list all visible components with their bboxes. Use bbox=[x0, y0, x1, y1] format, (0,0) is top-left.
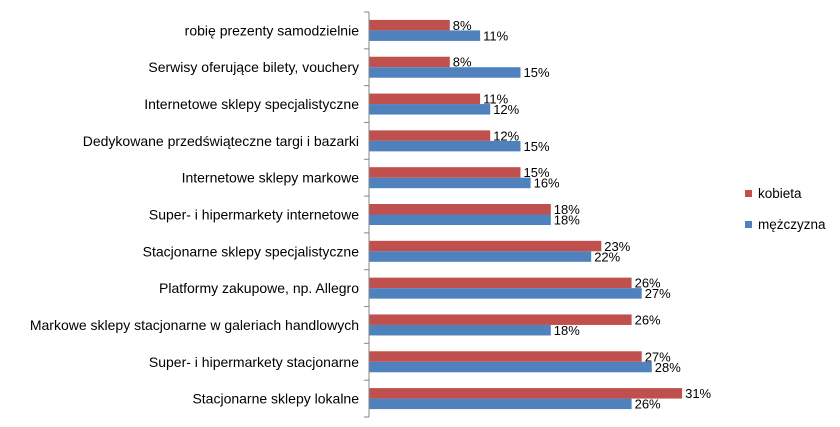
axis-ticks bbox=[364, 11, 369, 418]
category-label: Markowe sklepy stacjonarne w galeriach h… bbox=[30, 317, 359, 333]
data-label: 11% bbox=[483, 92, 508, 107]
category-label: Platformy zakupowe, np. Allegro bbox=[159, 280, 359, 296]
category-label: Internetowe sklepy specjalistyczne bbox=[144, 96, 359, 112]
bar-kobieta bbox=[369, 19, 450, 31]
bar-mezczyzna bbox=[369, 214, 551, 225]
bar-kobieta bbox=[369, 204, 551, 215]
data-label: 15% bbox=[524, 139, 550, 154]
data-label: 22% bbox=[594, 249, 620, 264]
data-label: 26% bbox=[635, 276, 661, 291]
bar-mezczyzna bbox=[369, 104, 491, 115]
legend-swatch bbox=[745, 190, 752, 197]
bar-kobieta bbox=[369, 56, 450, 68]
data-label: 8% bbox=[453, 55, 472, 70]
bar-kobieta bbox=[369, 388, 683, 399]
legend-label: kobieta bbox=[758, 186, 802, 201]
category-label: Super- i hipermarkety stacjonarne bbox=[149, 354, 359, 370]
bar-mezczyzna bbox=[369, 67, 521, 78]
legend: kobieta mężczyzna bbox=[745, 186, 826, 232]
data-label: 11% bbox=[483, 28, 508, 43]
data-label: 8% bbox=[453, 18, 472, 33]
bar-mezczyzna bbox=[369, 361, 652, 373]
bar-mezczyzna bbox=[369, 140, 521, 152]
legend-label: mężczyzna bbox=[758, 217, 826, 232]
data-label: 18% bbox=[554, 323, 580, 338]
data-label: 12% bbox=[493, 102, 519, 117]
bar-mezczyzna bbox=[369, 177, 531, 189]
data-label: 27% bbox=[645, 349, 671, 364]
category-label: Super- i hipermarkety internetowe bbox=[149, 207, 359, 223]
data-label: 26% bbox=[635, 312, 661, 327]
data-label: 12% bbox=[493, 128, 519, 143]
data-label: 18% bbox=[554, 213, 580, 228]
category-label: Serwisy oferujące bilety, vouchery bbox=[148, 59, 359, 75]
bar-kobieta bbox=[369, 351, 642, 362]
bar-mezczyzna bbox=[369, 398, 632, 410]
bar-mezczyzna bbox=[369, 30, 481, 41]
legend-swatch bbox=[745, 221, 752, 228]
bar-kobieta bbox=[369, 130, 491, 141]
data-label: 16% bbox=[534, 176, 560, 191]
category-label: Internetowe sklepy markowe bbox=[182, 170, 360, 186]
data-label: 27% bbox=[645, 286, 671, 301]
data-label: 26% bbox=[635, 397, 661, 412]
data-label: 15% bbox=[524, 65, 550, 80]
bar-kobieta bbox=[369, 167, 521, 178]
bar-kobieta bbox=[369, 93, 481, 105]
data-label: 31% bbox=[685, 386, 711, 401]
bar-kobieta bbox=[369, 240, 602, 252]
category-label: robię prezenty samodzielnie bbox=[185, 22, 360, 38]
labels-group: robię prezenty samodzielnie 8% 11% Serwisy … bbox=[30, 18, 712, 412]
data-label: 23% bbox=[604, 239, 630, 254]
data-label: 15% bbox=[524, 165, 550, 180]
bar-mezczyzna bbox=[369, 251, 592, 262]
bar-kobieta bbox=[369, 314, 632, 325]
bar-mezczyzna bbox=[369, 288, 642, 299]
category-label: Stacjonarne sklepy lokalne bbox=[192, 391, 359, 407]
category-label: Stacjonarne sklepy specjalistyczne bbox=[143, 243, 360, 259]
data-label: 28% bbox=[655, 360, 681, 375]
bars-group bbox=[369, 19, 683, 410]
bar-kobieta bbox=[369, 277, 632, 289]
category-label: Dedykowane przedświąteczne targi i bazar… bbox=[83, 133, 359, 149]
bar-mezczyzna bbox=[369, 324, 551, 336]
data-label: 18% bbox=[554, 202, 580, 217]
